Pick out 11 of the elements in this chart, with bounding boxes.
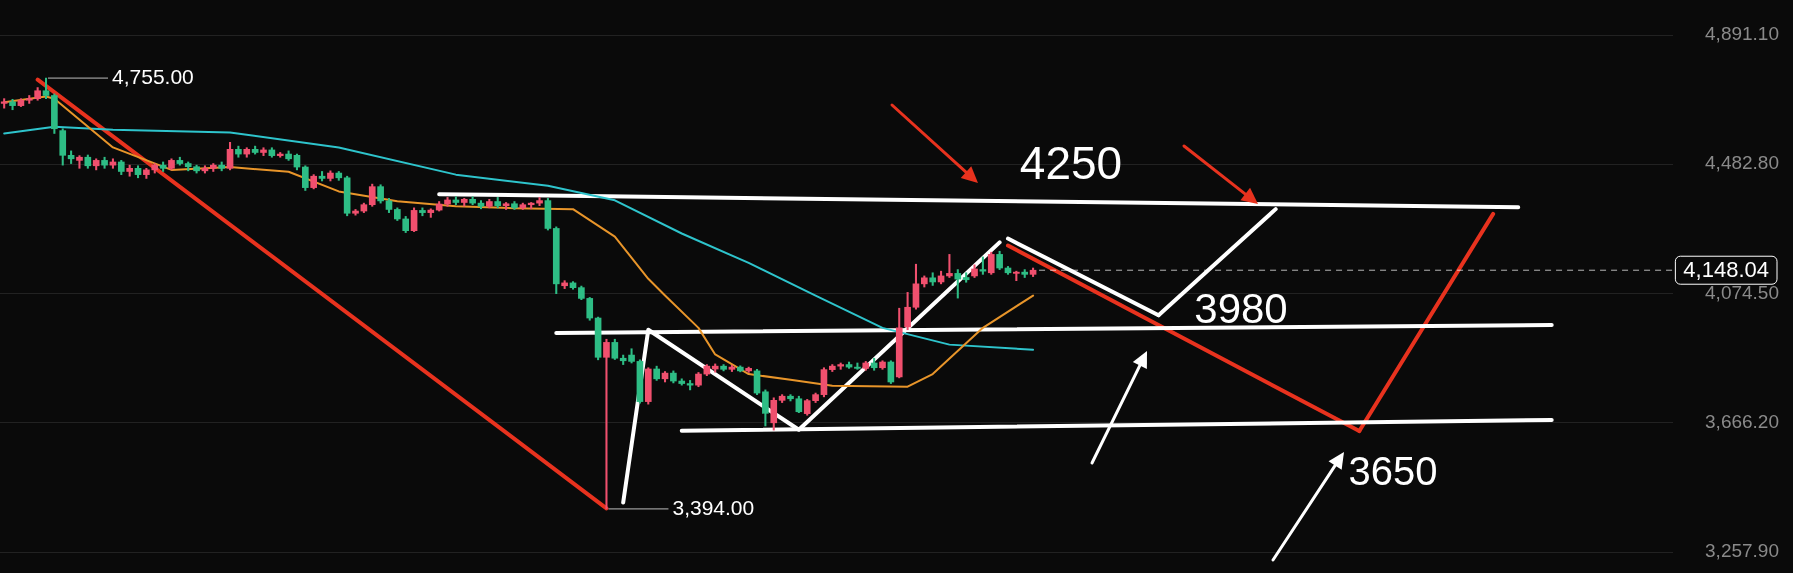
annotation: 4250 xyxy=(1019,136,1123,189)
y-tick-label: 4,482.80 xyxy=(1705,152,1779,174)
y-tick-label: 4,891.10 xyxy=(1705,23,1779,45)
annotation: 3650 xyxy=(1348,449,1438,494)
annotation: 4,755.00 xyxy=(112,64,194,88)
ref-line-label: 4,148.04 xyxy=(1683,257,1769,283)
y-tick-label: 3,257.90 xyxy=(1705,540,1779,562)
y-tick-label: 4,074.50 xyxy=(1705,281,1779,303)
annotation: 3,394.00 xyxy=(672,495,755,519)
y-tick-label: 3,666.20 xyxy=(1705,410,1779,432)
annotation: 3980 xyxy=(1194,284,1288,332)
